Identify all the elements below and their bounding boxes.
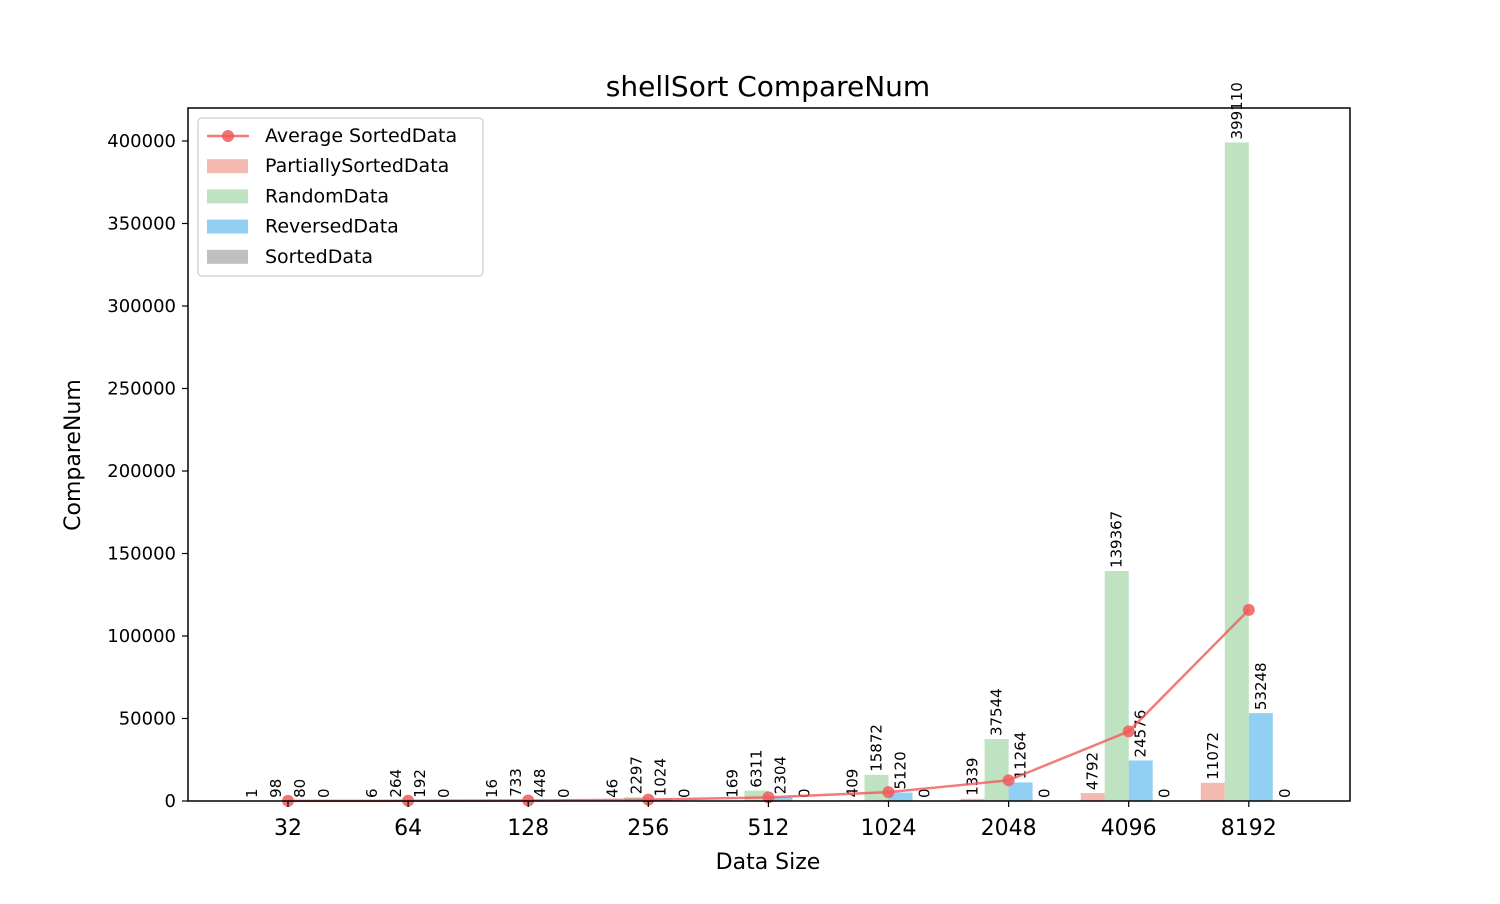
y-tick-label: 50000: [119, 709, 176, 730]
x-tick-label: 32: [274, 816, 302, 841]
bar: [1081, 793, 1105, 801]
y-axis-label: CompareNum: [61, 379, 86, 531]
bar-value-label: 4792: [1084, 752, 1102, 790]
bar-value-label: 0: [435, 788, 453, 798]
legend-marker-swatch: [222, 130, 234, 142]
x-tick-label: 256: [627, 816, 669, 841]
y-tick-label: 0: [165, 791, 176, 812]
bar: [1009, 782, 1033, 801]
x-tick-label: 128: [507, 816, 549, 841]
bar-value-label: 139367: [1108, 511, 1126, 568]
bar-value-label: 1339: [964, 758, 982, 796]
bar: [1201, 783, 1225, 801]
legend-label: ReversedData: [265, 216, 399, 238]
bar-value-label: 0: [675, 788, 693, 798]
x-tick-label: 512: [747, 816, 789, 841]
bar-value-label: 80: [291, 779, 309, 798]
y-tick-label: 400000: [107, 131, 176, 152]
legend-swatch: [207, 250, 248, 264]
bar-value-label: 0: [555, 788, 573, 798]
bar-value-label: 733: [507, 768, 525, 797]
y-tick-label: 300000: [107, 296, 176, 317]
legend-label: Average SortedData: [265, 125, 457, 147]
bar: [985, 739, 1009, 801]
bar-value-label: 399110: [1228, 82, 1246, 139]
bar-value-label: 1: [243, 788, 261, 798]
bar-value-label: 169: [723, 769, 741, 798]
average-point: [1003, 774, 1015, 786]
bar: [1249, 713, 1273, 801]
chart-title: shellSort CompareNum: [606, 70, 930, 103]
bar: [1129, 760, 1153, 801]
bar-value-label: 24576: [1132, 710, 1150, 758]
bar-value-label: 46: [603, 779, 621, 798]
average-point: [1243, 604, 1255, 616]
bar-value-label: 6: [363, 788, 381, 798]
legend-swatch: [207, 189, 248, 203]
bar: [1105, 571, 1129, 801]
bar-value-label: 0: [1156, 788, 1174, 798]
legend-label: PartiallySortedData: [265, 155, 449, 177]
bar-value-label: 98: [267, 779, 285, 798]
legend: Average SortedData PartiallySortedData Ran…: [198, 118, 483, 276]
x-tick-label: 4096: [1101, 816, 1157, 841]
average-point: [883, 786, 895, 798]
legend-swatch: [207, 159, 248, 173]
bar: [1225, 142, 1249, 801]
bar-value-label: 37544: [988, 688, 1006, 736]
bar-value-label: 15872: [868, 724, 886, 772]
bar-value-label: 448: [531, 769, 549, 798]
bar-value-label: 0: [315, 788, 333, 798]
bar-value-label: 264: [387, 769, 405, 798]
bar-value-label: 2304: [771, 756, 789, 794]
x-tick-label: 8192: [1221, 816, 1277, 841]
bar-value-label: 2297: [627, 756, 645, 794]
y-tick-label: 350000: [107, 214, 176, 235]
x-tick-label: 1024: [861, 816, 917, 841]
legend-swatch: [207, 220, 248, 234]
y-tick-label: 150000: [107, 544, 176, 565]
average-point: [1123, 725, 1135, 737]
bar-value-label: 192: [411, 769, 429, 798]
y-tick-label: 100000: [107, 626, 176, 647]
legend-label: SortedData: [265, 246, 373, 268]
average-line: [288, 610, 1249, 801]
y-tick-label: 200000: [107, 461, 176, 482]
bar-value-label: 53248: [1252, 662, 1270, 710]
bar-value-label: 11072: [1204, 732, 1222, 780]
bar-value-label: 0: [1036, 788, 1054, 798]
y-tick-label: 250000: [107, 379, 176, 400]
legend-label: RandomData: [265, 185, 389, 207]
x-tick-label: 64: [394, 816, 422, 841]
bar-value-label: 16: [483, 779, 501, 798]
bar-value-label: 1024: [651, 758, 669, 796]
x-tick-label: 2048: [981, 816, 1037, 841]
bar-value-label: 0: [1276, 788, 1294, 798]
x-axis-label: Data Size: [716, 850, 821, 875]
bar-value-label: 5120: [892, 751, 910, 789]
bar-value-label: 6311: [747, 749, 765, 787]
